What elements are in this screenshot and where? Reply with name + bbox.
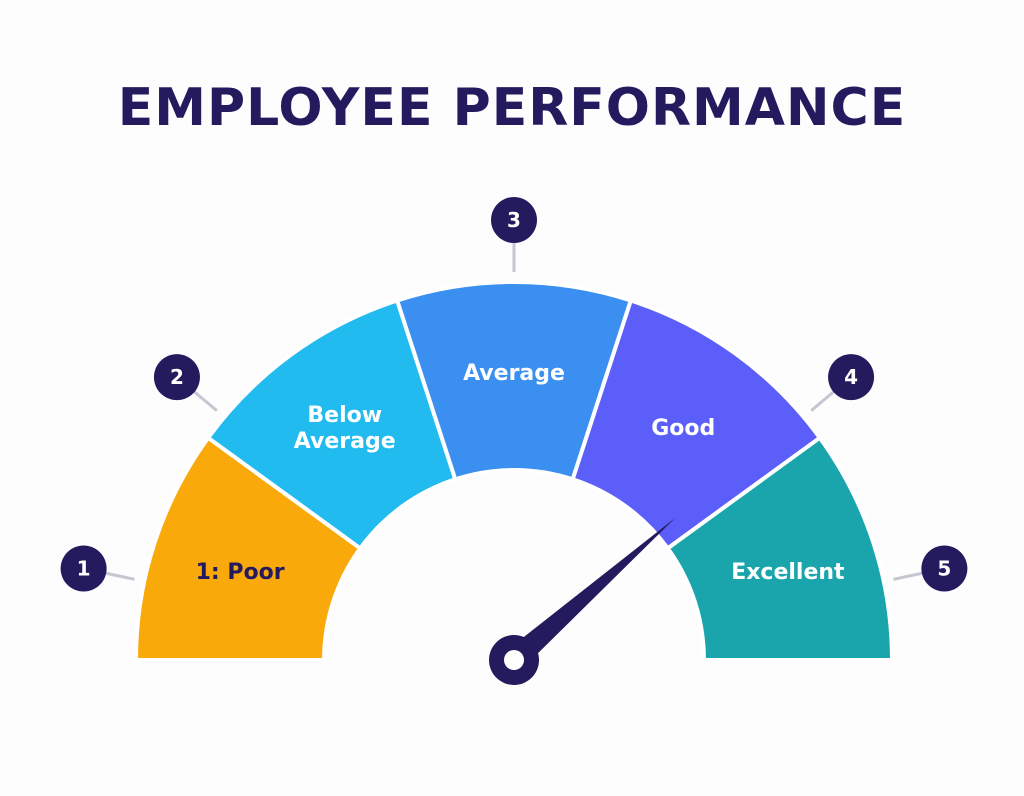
gauge-needle <box>506 517 676 670</box>
segment-label-line: Excellent <box>731 560 845 585</box>
segment-label-4: Good <box>651 416 715 441</box>
segment-label-line: Average <box>294 429 396 454</box>
marker-number-2: 2 <box>170 365 184 389</box>
segment-label-2: Below Average <box>294 403 396 454</box>
marker-number-3: 3 <box>507 208 521 232</box>
segment-label-5: Excellent <box>731 560 845 585</box>
marker-tick-5 <box>893 570 928 581</box>
needle-hub-center <box>504 650 524 670</box>
marker-tick-2 <box>189 387 218 412</box>
marker-circle-2 <box>153 354 200 401</box>
segment-label-line: Good <box>651 416 715 441</box>
marker-circle-4 <box>828 354 875 401</box>
marker-circle-5 <box>921 545 968 592</box>
segment-label-1: 1: Poor <box>196 560 285 585</box>
segment-label-line: Average <box>463 361 565 386</box>
marker-circle-3 <box>491 197 537 243</box>
segment-label-line: Below <box>307 403 382 428</box>
segment-label-line: 1: Poor <box>196 560 285 585</box>
marker-circle-1 <box>60 545 107 592</box>
chart-title: EMPLOYEE PERFORMANCE <box>117 78 907 138</box>
marker-number-5: 5 <box>937 557 951 581</box>
gauge-segment-5 <box>664 435 895 662</box>
marker-number-4: 4 <box>844 365 858 389</box>
segment-label-3: Average <box>463 361 565 386</box>
marker-number-1: 1 <box>77 557 91 581</box>
marker-tick-1 <box>100 570 135 581</box>
marker-tick-4 <box>810 387 839 412</box>
